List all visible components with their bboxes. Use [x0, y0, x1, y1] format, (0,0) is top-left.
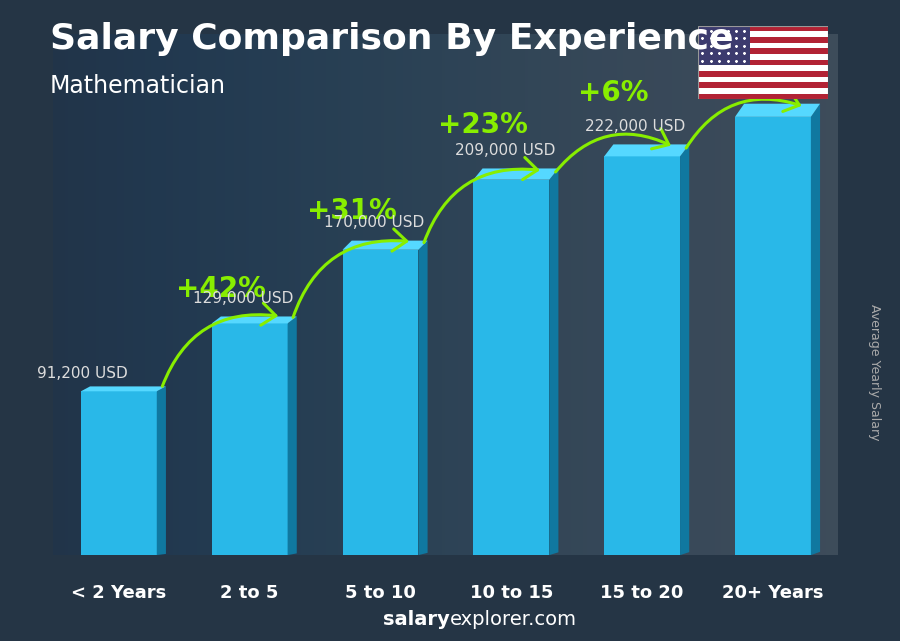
Bar: [698, 65, 828, 71]
Text: 15 to 20: 15 to 20: [600, 584, 684, 602]
Polygon shape: [81, 387, 166, 391]
Bar: [698, 43, 828, 48]
FancyArrowPatch shape: [555, 129, 669, 172]
Text: +42%: +42%: [176, 275, 266, 303]
Text: Mathematician: Mathematician: [50, 74, 226, 97]
Text: Salary Comparison By Experience: Salary Comparison By Experience: [50, 22, 733, 56]
Bar: [698, 88, 828, 94]
Bar: [698, 94, 828, 99]
Text: +6%: +6%: [579, 79, 649, 106]
Polygon shape: [418, 240, 427, 555]
Polygon shape: [680, 144, 689, 555]
Bar: [698, 54, 828, 60]
Polygon shape: [473, 169, 558, 179]
FancyArrowPatch shape: [686, 90, 799, 148]
Polygon shape: [343, 240, 427, 250]
Polygon shape: [212, 317, 297, 324]
Polygon shape: [811, 104, 820, 555]
Text: 170,000 USD: 170,000 USD: [324, 215, 424, 230]
Text: 91,200 USD: 91,200 USD: [37, 365, 128, 381]
Bar: [698, 26, 750, 65]
FancyArrowPatch shape: [162, 303, 276, 387]
Polygon shape: [604, 156, 680, 555]
Polygon shape: [735, 104, 820, 117]
Text: 2 to 5: 2 to 5: [220, 584, 279, 602]
Bar: [698, 48, 828, 54]
Polygon shape: [604, 144, 689, 156]
Bar: [698, 71, 828, 77]
Polygon shape: [343, 250, 418, 555]
Text: 129,000 USD: 129,000 USD: [193, 290, 293, 306]
Polygon shape: [549, 169, 558, 555]
Text: Average Yearly Salary: Average Yearly Salary: [868, 304, 881, 440]
Text: 10 to 15: 10 to 15: [470, 584, 553, 602]
Polygon shape: [81, 391, 157, 555]
Text: 222,000 USD: 222,000 USD: [586, 119, 686, 133]
Polygon shape: [288, 317, 297, 555]
Text: explorer.com: explorer.com: [450, 610, 577, 629]
Bar: [698, 82, 828, 88]
FancyArrowPatch shape: [424, 158, 537, 242]
Polygon shape: [735, 117, 811, 555]
Bar: [698, 60, 828, 65]
Bar: [698, 37, 828, 43]
Bar: [698, 31, 828, 37]
Text: 5 to 10: 5 to 10: [345, 584, 416, 602]
Text: +31%: +31%: [307, 197, 397, 225]
Text: 209,000 USD: 209,000 USD: [454, 143, 555, 158]
Polygon shape: [157, 387, 166, 555]
Text: +23%: +23%: [438, 111, 527, 139]
Bar: [698, 77, 828, 82]
Bar: [698, 26, 828, 31]
Text: < 2 Years: < 2 Years: [71, 584, 166, 602]
Text: 20+ Years: 20+ Years: [722, 584, 824, 602]
Polygon shape: [473, 179, 549, 555]
Text: 244,000 USD: 244,000 USD: [716, 78, 816, 93]
FancyArrowPatch shape: [293, 229, 407, 317]
Polygon shape: [212, 324, 288, 555]
Text: salary: salary: [383, 610, 450, 629]
Text: +10%: +10%: [699, 54, 789, 82]
